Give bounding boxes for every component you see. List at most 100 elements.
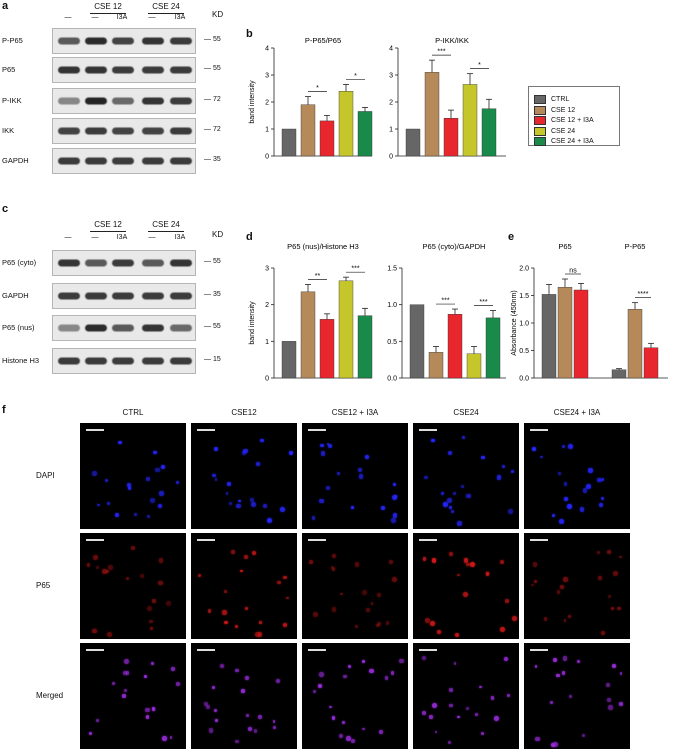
blot-strip [52, 88, 196, 114]
row-label: Merged [36, 691, 64, 700]
nucleus [118, 440, 122, 445]
blot-row-label: P65 [2, 65, 16, 74]
nucleus [243, 555, 248, 559]
nucleus [421, 710, 426, 715]
nucleus [127, 486, 131, 490]
nucleus [617, 606, 621, 610]
protein-band [112, 37, 134, 45]
nucleus [105, 479, 109, 483]
nucleus [285, 596, 289, 600]
nucleus [224, 590, 227, 593]
nucleus [588, 468, 593, 473]
protein-band [142, 324, 164, 332]
nucleus [257, 632, 263, 638]
bar [405, 128, 421, 157]
legend-entry: CSE 24 + I3A [534, 133, 594, 147]
nucleus [559, 518, 565, 524]
nucleus [347, 665, 352, 669]
lane-label: — [64, 234, 72, 241]
y-tick-label: 0 [265, 376, 269, 383]
western-blot-c: CSE 12 CSE 24 — — I3A — I3A KD P65 (cyto) — 55 GAP… [0, 0, 230, 380]
nucleus [437, 630, 442, 635]
nucleus [214, 708, 218, 712]
row-label: P65 [36, 581, 51, 590]
nucleus [608, 705, 613, 710]
nucleus [597, 477, 602, 483]
nucleus [127, 482, 132, 487]
nucleus [221, 610, 227, 615]
nucleus [606, 682, 611, 688]
nucleus [380, 506, 385, 511]
protein-band [112, 357, 134, 365]
nucleus [619, 672, 623, 676]
nucleus [331, 567, 336, 572]
bar [424, 72, 440, 157]
protein-band [142, 127, 164, 135]
panel-label-a: a [2, 0, 9, 12]
lane-label: — [148, 234, 156, 241]
group-underline [148, 13, 184, 14]
nucleus [272, 719, 276, 723]
column-label: CSE12 + I3A [331, 408, 379, 417]
nucleus [326, 486, 331, 491]
nucleus [330, 565, 334, 569]
column-label: CSE24 [453, 408, 479, 417]
nucleus [327, 444, 332, 448]
blot-strip [52, 283, 196, 309]
protein-band [58, 259, 80, 267]
significance-label: *** [437, 49, 445, 56]
nucleus [384, 676, 389, 680]
nucleus [153, 450, 157, 455]
nucleus [504, 598, 510, 603]
nucleus [607, 594, 611, 598]
nucleus [466, 706, 470, 710]
protein-band [142, 259, 164, 267]
nucleus [568, 694, 573, 699]
nucleus [259, 620, 262, 624]
y-tick-label: 2.0 [519, 266, 529, 273]
nucleus [123, 689, 127, 693]
nucleus [101, 569, 107, 575]
nucleus [313, 612, 319, 617]
micrograph [413, 423, 519, 529]
scale-bar [419, 429, 437, 431]
nucleus [229, 502, 233, 506]
nucleus [455, 632, 460, 637]
nucleus [479, 685, 482, 689]
bar [319, 319, 335, 379]
nucleus [240, 569, 244, 573]
scale-bar [530, 649, 548, 651]
nucleus [457, 521, 462, 526]
nucleus [448, 505, 453, 510]
legend: CTRL CSE 12 CSE 12 + I3A CSE 24 CSE 24 + I3A [528, 86, 620, 147]
nucleus [463, 558, 469, 563]
scale-bar [308, 539, 326, 541]
lane-label: I3A [174, 234, 186, 241]
nucleus [171, 667, 175, 671]
protein-band [170, 292, 192, 300]
protein-band [142, 157, 164, 165]
micrograph [302, 423, 408, 529]
nucleus [451, 510, 455, 514]
nucleus [611, 663, 616, 668]
nucleus [567, 615, 572, 619]
nucleus [253, 729, 258, 733]
group-label: CSE 12 [94, 220, 122, 229]
nucleus [494, 715, 500, 721]
nucleus [341, 720, 346, 725]
nucleus [358, 473, 364, 479]
nucleus [431, 438, 435, 443]
blot-strip [52, 148, 196, 174]
y-tick-label: 3 [389, 73, 393, 80]
nucleus [289, 451, 294, 456]
nucleus [166, 601, 172, 607]
legend-label: CSE 24 + I3A [551, 138, 594, 146]
nucleus [361, 660, 365, 664]
y-tick-label: 0.5 [387, 339, 397, 346]
y-axis-label: band intensity [249, 301, 256, 345]
nucleus [551, 514, 555, 518]
legend-entry: CSE 12 + I3A [534, 112, 594, 126]
y-tick-label: 1 [265, 127, 269, 134]
nucleus [326, 442, 330, 446]
nucleus [114, 512, 119, 518]
